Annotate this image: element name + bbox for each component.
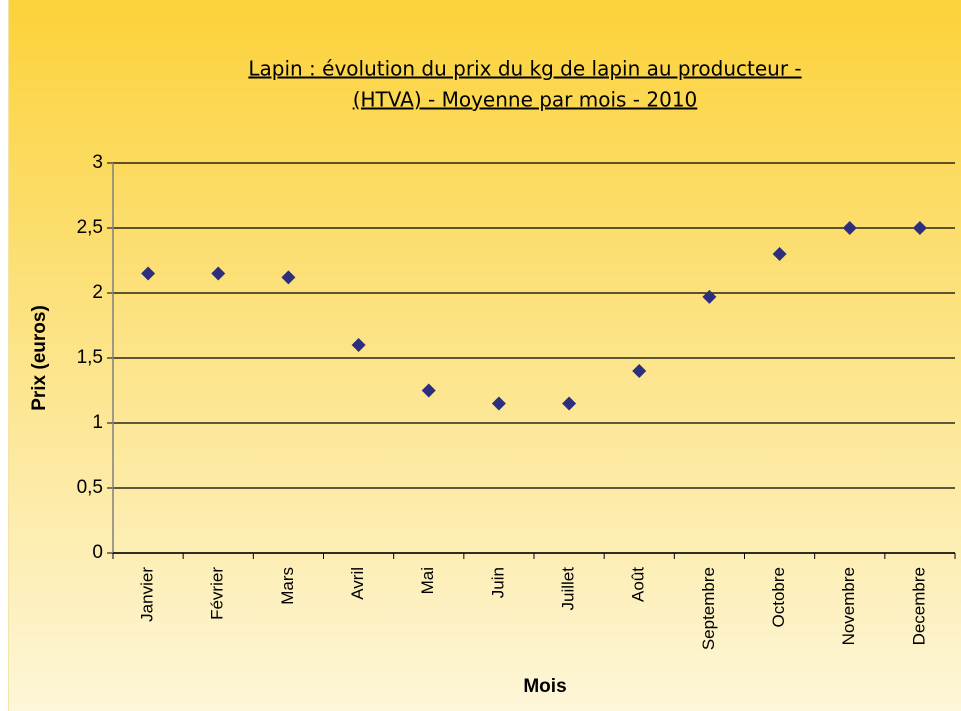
y-tick-label: 1,5 xyxy=(77,347,103,368)
x-tick-label: Avril xyxy=(348,567,367,600)
x-tick-label: Novembre xyxy=(839,567,858,645)
marker xyxy=(281,270,296,285)
marker xyxy=(421,383,436,398)
x-tick-label: Mai xyxy=(418,567,437,594)
marker xyxy=(351,338,366,352)
marker xyxy=(632,364,647,378)
marker xyxy=(211,266,226,281)
x-tick-label: Mars xyxy=(278,567,297,605)
marker xyxy=(912,221,927,235)
x-tick-label: Juin xyxy=(488,567,507,598)
marker xyxy=(491,396,506,411)
marker xyxy=(141,266,156,281)
y-tick-label: 2 xyxy=(92,282,103,303)
x-tick-label: Janvier xyxy=(138,567,157,622)
x-tick-label: Septembre xyxy=(699,567,718,650)
x-axis-title: Mois xyxy=(523,676,566,697)
x-tick-label: Juillet xyxy=(559,567,578,611)
chart-background xyxy=(8,0,961,711)
marker xyxy=(842,221,857,235)
y-axis-title: Prix (euros) xyxy=(29,305,50,411)
x-tick-label: Decembre xyxy=(909,567,928,645)
y-tick-label: 0 xyxy=(92,542,103,563)
marker xyxy=(772,247,787,261)
y-tick-label: 2,5 xyxy=(77,217,103,238)
y-tick-label: 0,5 xyxy=(77,477,103,498)
chart-title: (HTVA) - Moyenne par mois - 2010 xyxy=(353,88,698,112)
chart-title: Lapin : évolution du prix du kg de lapin… xyxy=(248,57,801,81)
x-tick-label: Février xyxy=(208,567,227,620)
y-tick-label: 3 xyxy=(92,152,103,173)
y-tick-label: 1 xyxy=(92,412,103,433)
marker xyxy=(562,396,577,411)
x-tick-label: Octobre xyxy=(769,567,788,627)
x-tick-label: Août xyxy=(629,567,648,602)
marker xyxy=(702,289,717,304)
